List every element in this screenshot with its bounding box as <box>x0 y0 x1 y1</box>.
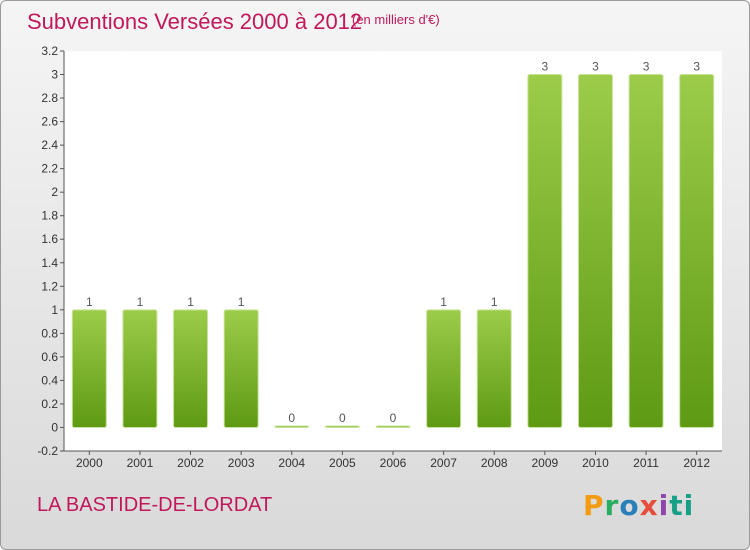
y-tick-label: 1 <box>51 303 58 317</box>
x-tick-label: 2007 <box>430 456 457 470</box>
data-label: 3 <box>643 60 650 74</box>
data-label: 1 <box>440 295 447 309</box>
chart-title: Subventions Versées 2000 à 2012 <box>27 9 363 34</box>
bar-2005 <box>324 425 360 428</box>
x-tick-label: 2010 <box>582 456 609 470</box>
bar-2010 <box>577 74 613 428</box>
bar-2009 <box>527 74 563 428</box>
x-tick-label: 2003 <box>228 456 255 470</box>
y-tick-label: 1.8 <box>41 209 58 223</box>
x-tick-label: 2005 <box>329 456 356 470</box>
data-label: 1 <box>137 295 144 309</box>
x-tick-label: 2002 <box>177 456 204 470</box>
data-label: 1 <box>238 295 245 309</box>
x-tick-label: 2000 <box>76 456 103 470</box>
x-tick-label: 2004 <box>278 456 305 470</box>
bar-2012 <box>679 74 715 428</box>
y-tick-label: 2 <box>51 185 58 199</box>
x-tick-label: 2012 <box>683 456 710 470</box>
y-tick-label: 1.6 <box>41 232 58 246</box>
y-tick-label: 0.8 <box>41 326 58 340</box>
x-tick-label: 2011 <box>633 456 659 470</box>
data-label: 0 <box>390 411 397 425</box>
data-label: 0 <box>339 411 346 425</box>
bar-2004 <box>274 425 310 428</box>
y-tick-label: 1.2 <box>41 279 58 293</box>
data-label: 1 <box>187 295 194 309</box>
y-tick-label: 0.6 <box>41 350 58 364</box>
bar-2007 <box>426 309 462 428</box>
y-tick-label: 3.2 <box>41 44 58 58</box>
y-tick-label: 1.4 <box>41 256 58 270</box>
plot-area <box>64 51 722 451</box>
y-tick-label: 0.2 <box>41 397 58 411</box>
proxiti-logo: Proxiti <box>583 489 695 522</box>
data-label: 0 <box>288 411 295 425</box>
bar-2008 <box>476 309 512 428</box>
y-tick-label: -0.2 <box>37 444 58 458</box>
commune-name: LA BASTIDE-DE-LORDAT <box>37 494 273 516</box>
bar-2011 <box>628 74 664 428</box>
axes: -0.2 0 0.2 0.4 0.6 0.8 1 1.2 1.4 1.6 1.8 2 2.2 2.4 2.6… <box>37 44 722 470</box>
data-label: 3 <box>592 60 599 74</box>
y-tick-label: 0.4 <box>41 373 58 387</box>
y-tick-label: 0 <box>51 420 58 434</box>
bar-2002 <box>173 309 209 428</box>
y-tick-label: 2.2 <box>41 162 58 176</box>
data-label: 3 <box>693 60 700 74</box>
x-tick-label: 2009 <box>531 456 558 470</box>
bar-2001 <box>122 309 158 428</box>
bars <box>71 74 715 428</box>
y-tick-label: 2.8 <box>41 91 58 105</box>
x-tick-label: 2001 <box>127 456 154 470</box>
bar-2003 <box>223 309 259 428</box>
bar-2006 <box>375 425 411 428</box>
data-label: 1 <box>491 295 498 309</box>
y-tick-label: 2.6 <box>41 115 58 129</box>
bar-2000 <box>71 309 107 428</box>
data-label: 3 <box>542 60 549 74</box>
chart-subtitle: (en milliers d'€) <box>352 12 440 27</box>
y-tick-label: 3 <box>51 68 58 82</box>
y-tick-label: 2.4 <box>41 138 58 152</box>
x-tick-label: 2006 <box>380 456 407 470</box>
data-label: 1 <box>86 295 93 309</box>
labels: 1 1 1 1 0 0 0 1 1 3 3 3 3 <box>86 60 700 425</box>
x-tick-label: 2008 <box>481 456 508 470</box>
